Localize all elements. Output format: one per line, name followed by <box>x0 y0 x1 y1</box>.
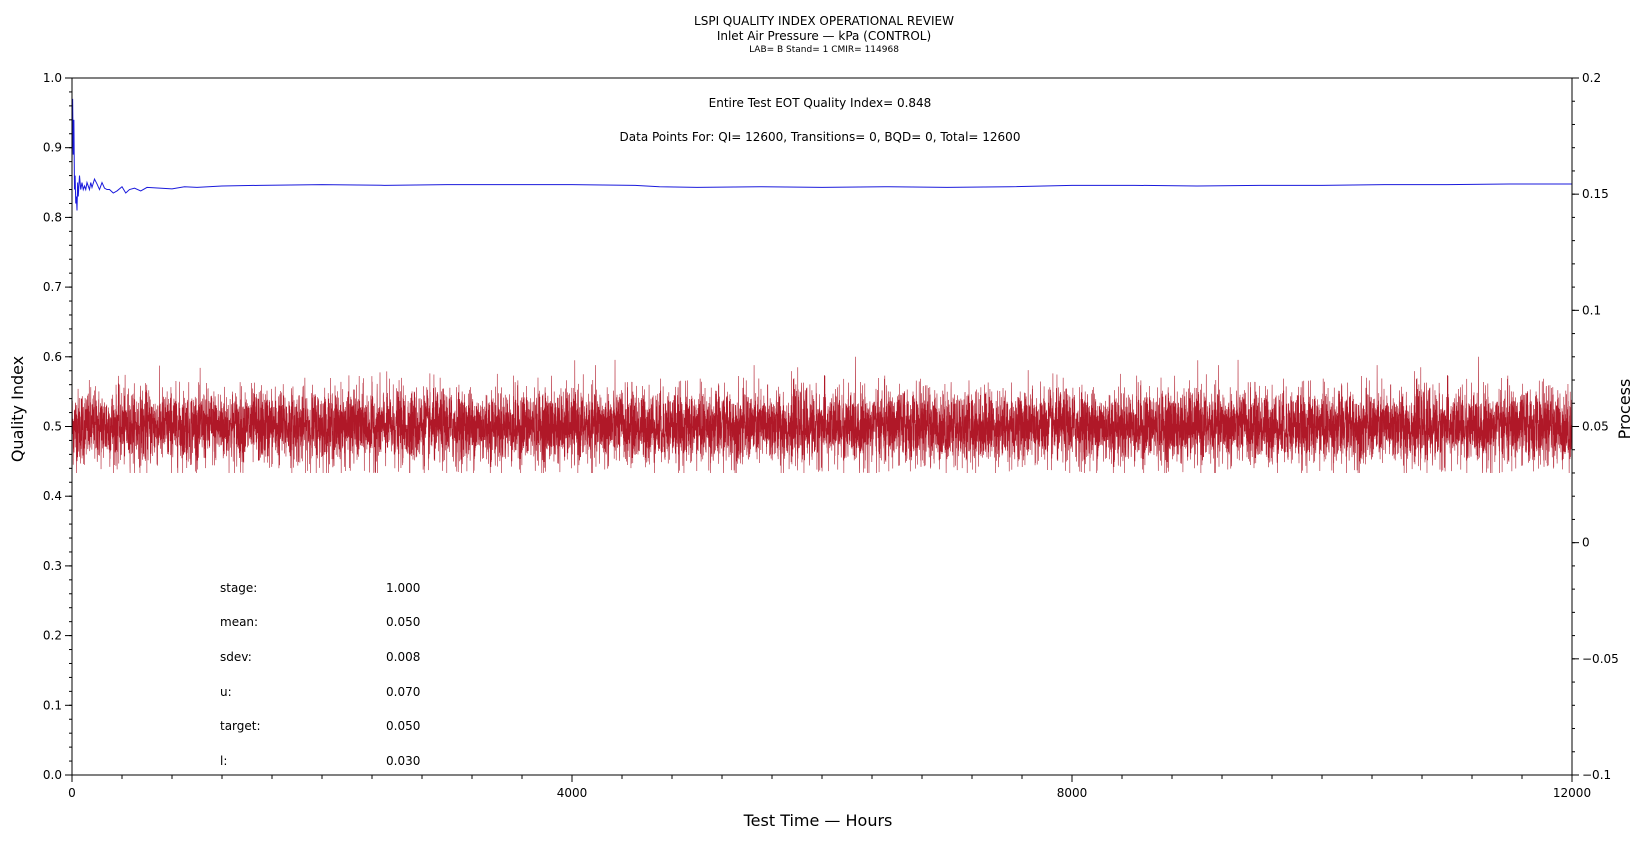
stat-label-l: l: <box>220 754 227 768</box>
chart-title: LSPI QUALITY INDEX OPERATIONAL REVIEW <box>694 14 954 28</box>
y-tick-label: 0.1 <box>43 698 62 712</box>
y-axis-title: Quality Index <box>8 356 27 462</box>
x-tick-label: 4000 <box>557 786 588 800</box>
chart-subtitle: Inlet Air Pressure — kPa (CONTROL) <box>717 29 931 43</box>
y-tick-label: 0.6 <box>43 350 62 364</box>
stat-value-sdev: 0.008 <box>386 650 420 664</box>
y-tick-label: 0.2 <box>43 629 62 643</box>
y-tick-label: 0.0 <box>43 768 62 782</box>
annotation-data-points: Data Points For: QI= 12600, Transitions=… <box>620 130 1021 144</box>
stat-label-mean: mean: <box>220 615 258 629</box>
stat-label-u: u: <box>220 685 232 699</box>
stat-value-target: 0.050 <box>386 719 420 733</box>
stat-value-l: 0.030 <box>386 754 420 768</box>
y2-tick-label: 0.15 <box>1582 187 1609 201</box>
y2-tick-label: 0.2 <box>1582 71 1601 85</box>
y2-axis-title: Process <box>1615 379 1634 440</box>
y-tick-label: 1.0 <box>43 71 62 85</box>
y-tick-label: 0.3 <box>43 559 62 573</box>
annotation-quality-index: Entire Test EOT Quality Index= 0.848 <box>709 96 932 110</box>
stat-value-mean: 0.050 <box>386 615 420 629</box>
x-tick-label: 8000 <box>1057 786 1088 800</box>
quality-index-series-line <box>71 98 1572 211</box>
stat-label-stage: stage: <box>220 581 257 595</box>
x-tick-label: 12000 <box>1553 786 1591 800</box>
y2-tick-label: 0.05 <box>1582 420 1609 434</box>
y2-tick-label: −0.05 <box>1582 652 1619 666</box>
stat-value-u: 0.070 <box>386 685 420 699</box>
stat-value-stage: 1.000 <box>386 581 420 595</box>
chart-subtitle-small: LAB= B Stand= 1 CMIR= 114968 <box>749 45 899 55</box>
stat-label-target: target: <box>220 719 261 733</box>
y-tick-label: 0.4 <box>43 489 62 503</box>
stats-block: stage: 1.000 mean: 0.050 sdev: 0.008 u: … <box>220 581 420 768</box>
plot-area <box>71 98 1573 473</box>
x-tick-label: 0 <box>68 786 76 800</box>
x-axis-title: Test Time — Hours <box>743 811 893 830</box>
y-tick-label: 0.5 <box>43 420 62 434</box>
y-tick-label: 0.7 <box>43 280 62 294</box>
y-tick-label: 0.8 <box>43 210 62 224</box>
y2-tick-label: −0.1 <box>1582 768 1611 782</box>
stat-label-sdev: sdev: <box>220 650 252 664</box>
y-tick-label: 0.9 <box>43 141 62 155</box>
y2-tick-label: 0 <box>1582 536 1590 550</box>
axes: 0.0 0.1 0.2 0.3 0.4 0.5 0.6 0.7 0.8 0.9 1.0 −0.1 −0.… <box>43 71 1619 800</box>
y2-tick-label: 0.1 <box>1582 303 1601 317</box>
process-series-line <box>71 356 1573 473</box>
